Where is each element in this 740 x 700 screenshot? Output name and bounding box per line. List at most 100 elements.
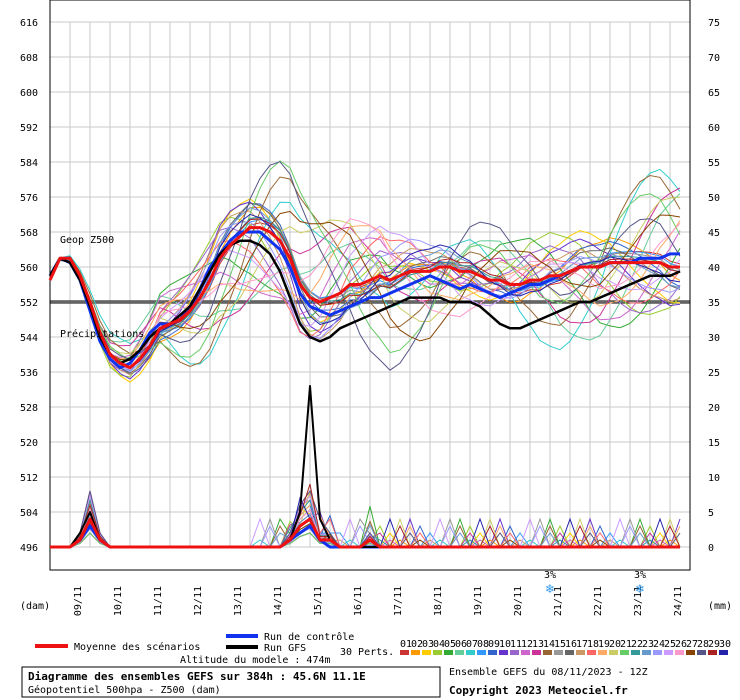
pert-legend-id: 09 bbox=[488, 639, 500, 650]
geop-z500-label: Geop Z500 bbox=[60, 235, 114, 246]
pert-legend-swatch bbox=[675, 650, 684, 655]
pert-legend-id: 21 bbox=[620, 639, 632, 650]
left-tick-label: 528 bbox=[20, 403, 38, 414]
pert-legend-swatch bbox=[708, 650, 717, 655]
pert-legend-swatch bbox=[532, 650, 541, 655]
pert-legend-swatch bbox=[411, 650, 420, 655]
pert-legend-id: 20 bbox=[609, 639, 621, 650]
pert-legend-swatch bbox=[477, 650, 486, 655]
plot-frame bbox=[49, 0, 691, 571]
x-tick-label: 15/11 bbox=[313, 586, 324, 616]
pert-z500-line bbox=[49, 218, 681, 366]
pert-legend-swatch bbox=[499, 650, 508, 655]
pert-legend-id: 27 bbox=[686, 639, 698, 650]
pert-legend-id: 24 bbox=[653, 639, 665, 650]
snow-markers: 3%❄3%❄ bbox=[544, 570, 646, 596]
x-tick-label: 12/11 bbox=[193, 586, 204, 616]
pert-legend: 0102030405060708091011121314151617181920… bbox=[400, 639, 731, 655]
pert-legend-swatch bbox=[554, 650, 563, 655]
pert-legend-swatch bbox=[664, 650, 673, 655]
right-tick-label: 10 bbox=[708, 473, 720, 484]
right-tick-label: 75 bbox=[708, 18, 720, 29]
series-z500-line bbox=[48, 226, 680, 370]
chart-title: Diagramme des ensembles GEFS sur 384h : … bbox=[28, 670, 366, 683]
chart-subtitle: Géopotentiel 500hpa - Z500 (dam) bbox=[28, 684, 221, 696]
pert-legend-id: 13 bbox=[532, 639, 544, 650]
x-tick-label: 11/11 bbox=[153, 586, 164, 616]
left-tick-label: 600 bbox=[20, 88, 38, 99]
left-tick-label: 616 bbox=[20, 18, 38, 29]
pert-legend-swatch bbox=[620, 650, 629, 655]
pert-legend-swatch bbox=[609, 650, 618, 655]
precipitations-label: Précipitations bbox=[60, 328, 144, 340]
x-tick-label: 21/11 bbox=[553, 586, 564, 616]
pert-legend-id: 15 bbox=[554, 639, 566, 650]
pert-legend-id: 11 bbox=[510, 639, 522, 650]
x-tick-label: 10/11 bbox=[113, 586, 124, 616]
pert-legend-id: 02 bbox=[411, 639, 423, 650]
right-tick-label: 30 bbox=[708, 333, 720, 344]
x-tick-label: 17/11 bbox=[393, 586, 404, 616]
left-tick-label: 504 bbox=[20, 508, 38, 519]
left-tick-label: 496 bbox=[20, 543, 38, 554]
x-tick-label: 13/11 bbox=[233, 586, 244, 616]
legend-perts-label: 30 Perts. bbox=[340, 647, 394, 658]
pert-legend-id: 14 bbox=[543, 639, 555, 650]
pert-legend-id: 07 bbox=[466, 639, 478, 650]
right-tick-label: 15 bbox=[708, 438, 720, 449]
pert-legend-id: 19 bbox=[598, 639, 610, 650]
x-tick-label: 22/11 bbox=[593, 586, 604, 616]
pert-legend-id: 05 bbox=[444, 639, 456, 650]
pert-legend-swatch bbox=[598, 650, 607, 655]
pert-legend-id: 22 bbox=[631, 639, 643, 650]
series-precip-line bbox=[50, 517, 680, 549]
right-tick-label: 35 bbox=[708, 298, 720, 309]
pert-legend-swatch bbox=[466, 650, 475, 655]
pert-legend-swatch bbox=[576, 650, 585, 655]
pert-legend-id: 01 bbox=[400, 639, 412, 650]
right-tick-label: 60 bbox=[708, 123, 720, 134]
pert-legend-id: 29 bbox=[708, 639, 720, 650]
pert-legend-swatch bbox=[510, 650, 519, 655]
left-tick-label: 592 bbox=[20, 123, 38, 134]
pert-legend-swatch bbox=[444, 650, 453, 655]
pert-legend-id: 17 bbox=[576, 639, 588, 650]
pert-legend-swatch bbox=[543, 650, 552, 655]
x-tick-label: 14/11 bbox=[273, 586, 284, 616]
left-unit-label: (dam) bbox=[20, 601, 50, 612]
pert-legend-swatch bbox=[631, 650, 640, 655]
left-tick-label: 544 bbox=[20, 333, 38, 344]
right-tick-label: 50 bbox=[708, 193, 720, 204]
legend: Moyenne des scénarios Run de contrôle Ru… bbox=[35, 631, 731, 666]
left-tick-label: 560 bbox=[20, 263, 38, 274]
left-tick-label: 536 bbox=[20, 368, 38, 379]
pert-legend-id: 03 bbox=[422, 639, 434, 650]
pert-legend-id: 26 bbox=[675, 639, 687, 650]
pert-legend-id: 18 bbox=[587, 639, 599, 650]
left-tick-label: 512 bbox=[20, 473, 38, 484]
pert-legend-id: 10 bbox=[499, 639, 511, 650]
left-tick-label: 520 bbox=[20, 438, 38, 449]
right-tick-label: 20 bbox=[708, 403, 720, 414]
x-tick-label: 19/11 bbox=[473, 586, 484, 616]
legend-gfs-label: Run GFS bbox=[264, 643, 306, 654]
snowflake-icon: ❄ bbox=[635, 582, 645, 596]
series-z500-line bbox=[48, 239, 681, 365]
pert-legend-id: 16 bbox=[565, 639, 577, 650]
pert-legend-id: 23 bbox=[642, 639, 654, 650]
x-tick-label: 16/11 bbox=[353, 586, 364, 616]
legend-mean-label: Moyenne des scénarios bbox=[74, 641, 200, 653]
grid bbox=[49, 0, 691, 571]
x-tick-label: 20/11 bbox=[513, 586, 524, 616]
pert-legend-swatch bbox=[697, 650, 706, 655]
pert-legend-swatch bbox=[653, 650, 662, 655]
left-tick-label: 568 bbox=[20, 228, 38, 239]
pert-legend-swatch bbox=[455, 650, 464, 655]
axes: 6166086005925845765685605525445365285205… bbox=[20, 18, 720, 616]
pert-legend-id: 06 bbox=[455, 639, 467, 650]
x-tick-label: 24/11 bbox=[673, 586, 684, 616]
altitude-label: Altitude du modele : 474m bbox=[180, 655, 331, 666]
copyright: Copyright 2023 Meteociel.fr bbox=[449, 684, 628, 697]
left-tick-label: 576 bbox=[20, 193, 38, 204]
